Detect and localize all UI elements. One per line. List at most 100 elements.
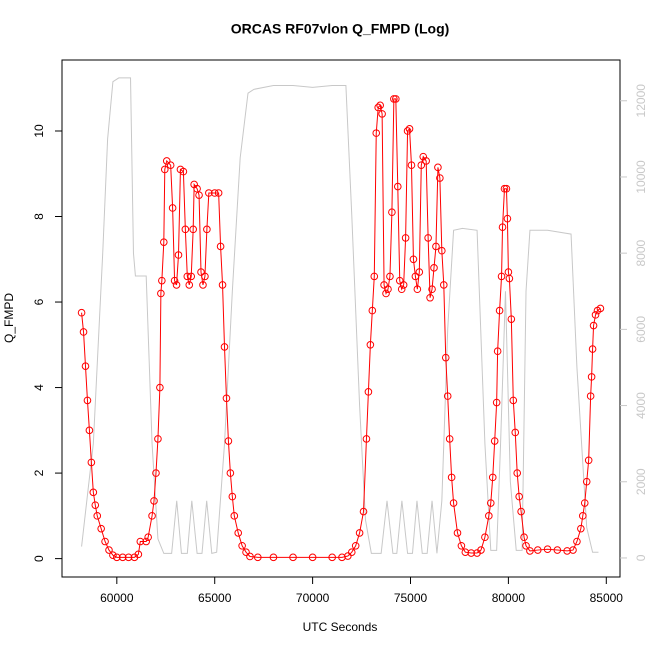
data-point [485,512,493,520]
data-point [226,469,235,477]
data-point [502,184,511,193]
data-point [216,242,225,251]
data-point [101,537,109,546]
data-point [401,234,410,242]
data-point [461,548,470,556]
y2-tick-label: 6000 [634,316,648,343]
data-point [364,388,373,396]
data-point [160,165,169,174]
data-point [441,353,450,362]
data-point [488,473,497,482]
y-tick-label: 6 [32,298,46,305]
data-point [457,541,466,550]
data-point [511,428,520,437]
data-point [428,285,436,294]
data-point [134,550,143,559]
data-point [409,255,418,264]
data-point [392,95,400,103]
y-tick-label: 0 [32,555,46,562]
data-point [543,545,552,554]
data-point [596,304,605,313]
data-point [497,272,506,281]
data-point [586,392,595,400]
y2-tick-label: 4000 [634,392,648,419]
data-point [118,553,127,562]
data-point [368,306,377,315]
data-point [445,435,454,443]
data-point [380,281,388,289]
data-point [378,110,386,118]
data-point [582,477,591,486]
x-tick-label: 60000 [100,591,134,605]
data-point [183,272,192,281]
data-point [81,362,90,370]
y-tick-label: 8 [32,213,46,220]
data-point [384,285,392,294]
data-point [347,548,356,556]
data-point [520,533,528,542]
data-point [509,396,518,405]
data-point [399,281,408,289]
x-tick-label: 80000 [492,591,526,605]
data-point [168,204,177,212]
data-point [205,189,213,197]
data-point [77,308,86,317]
chart-title: ORCAS RF07vlon Q_FMPD (Log) [231,21,450,37]
data-point [390,95,398,103]
data-point [224,437,233,445]
data-point [197,268,205,276]
data-point [157,289,165,298]
data-point [397,285,406,294]
data-point [382,289,390,298]
data-point [124,553,133,562]
data-point [372,129,381,137]
data-point [238,541,246,550]
data-point [505,274,514,283]
data-point [144,533,152,542]
data-point [500,184,509,193]
data-point [150,497,158,505]
data-point [142,537,150,546]
y2-tick-label: 10000 [634,160,648,194]
data-point [413,285,422,294]
data-point [246,552,254,561]
data-point [513,469,522,477]
data-point [203,225,211,234]
data-point [160,238,168,246]
x-axis-label: UTC Seconds [303,620,378,634]
data-point [589,321,598,330]
data-point [218,281,227,289]
y2-tick-label: 0 [634,554,648,561]
y2-tick-label: 2000 [634,468,648,495]
data-point [426,293,434,302]
data-point [533,546,542,554]
data-point [359,507,368,516]
data-point [185,281,194,289]
data-point [344,552,352,560]
data-point [434,163,442,172]
data-point [498,223,507,232]
data-point [393,182,402,191]
data-point [170,276,179,285]
data-point [156,383,164,392]
data-point [253,553,262,562]
data-point [563,547,571,555]
data-point [338,553,346,562]
data-point [152,469,160,477]
plot-frame [61,59,621,578]
data-point [490,437,499,445]
data-point [85,426,94,435]
data-point [407,161,416,169]
data-point [158,276,166,285]
data-point [439,281,448,289]
data-point [195,191,203,199]
data-point [79,328,88,336]
data-point [522,541,530,550]
data-point [148,512,156,520]
data-point [113,553,121,562]
x-tick-label: 75000 [394,591,428,605]
data-point [405,125,414,133]
data-point [403,127,412,135]
